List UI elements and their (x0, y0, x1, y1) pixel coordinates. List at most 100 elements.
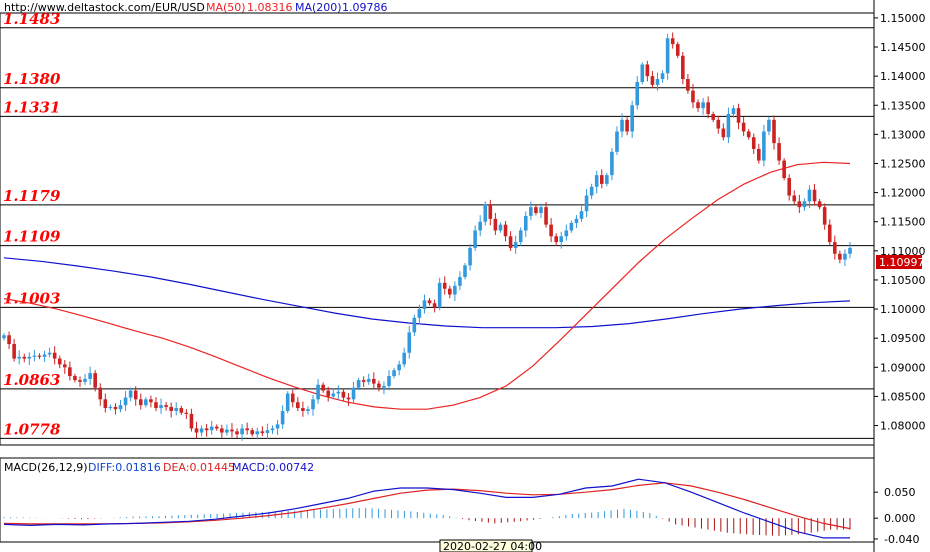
ma50-label: MA(50) (206, 1, 246, 14)
candle-body (827, 224, 832, 243)
candle-body (387, 376, 391, 386)
candle-body (787, 178, 792, 196)
candle-body (331, 393, 336, 397)
candle-body (98, 387, 103, 400)
candle-body (833, 242, 837, 254)
candle-body (301, 408, 305, 411)
candle-body (432, 303, 437, 308)
candle-body (529, 207, 533, 216)
candle-body (17, 356, 21, 359)
price-tick-label: 1.13500 (880, 99, 926, 112)
candle-body (88, 373, 92, 379)
candle-body (144, 399, 148, 406)
candle-body (199, 428, 204, 433)
macd-panel[interactable] (0, 457, 875, 543)
candle-body (138, 399, 143, 406)
candle-body (169, 406, 173, 411)
candle-body (230, 429, 234, 432)
macd-diff-label: DIFF:0.01816 (88, 461, 161, 474)
candle-body (655, 79, 660, 85)
price-tick-label: 1.09500 (880, 332, 926, 345)
candle-body (255, 431, 260, 435)
macd-diff-line (3, 478, 850, 539)
candle-body (589, 186, 594, 196)
candle-body (838, 253, 842, 260)
candle-body (569, 222, 574, 231)
price-tick-label: 1.14000 (880, 70, 926, 83)
candle-body (686, 79, 690, 91)
level-label: 1.1380 (3, 70, 61, 88)
candle-body (691, 90, 695, 103)
candle-body (564, 230, 569, 237)
candle-body (711, 113, 716, 120)
candle-body (584, 195, 589, 212)
candle-body (640, 64, 645, 82)
candle-body (599, 175, 604, 184)
candle-body (133, 390, 138, 400)
price-panel[interactable] (0, 12, 875, 446)
candle-body (422, 300, 427, 310)
candle-body (296, 402, 300, 409)
ma200-path (3, 257, 851, 329)
candle-body (356, 380, 361, 388)
candle-body (620, 119, 624, 132)
price-tick-label: 1.13000 (880, 128, 926, 141)
candle-body (417, 309, 422, 318)
candle-body (594, 175, 599, 187)
candle-body (721, 128, 726, 138)
price-tick-label: 1.14500 (880, 41, 926, 54)
candle-body (802, 201, 807, 208)
candle-body (118, 405, 123, 410)
candle-body (103, 399, 108, 409)
candle-body (392, 370, 396, 377)
price-tick-label: 1.09000 (880, 361, 926, 374)
candle-body (280, 410, 285, 425)
candle-body (513, 242, 518, 248)
candle-body (630, 105, 634, 132)
ma200-label: MA(200) (295, 1, 342, 14)
candle-body (782, 160, 786, 179)
candle-body (635, 81, 640, 106)
candle-body (189, 413, 194, 429)
site-url[interactable]: http://www.deltastock.com/ (4, 1, 155, 14)
candle-body (52, 352, 57, 359)
price-tick-label: 1.12500 (880, 157, 926, 170)
candle-body (321, 384, 325, 391)
candle-body (670, 38, 675, 45)
candle-body (442, 282, 447, 289)
candle-body (523, 215, 528, 231)
price-tick-label: 1.08000 (880, 420, 926, 433)
candle-body (164, 405, 168, 407)
candle-body (605, 175, 609, 184)
current-price-tag (876, 255, 922, 269)
candle-body (767, 119, 771, 132)
candle-body (412, 317, 417, 333)
ma50-path (3, 161, 851, 410)
candle-body (57, 358, 62, 365)
candle-body (706, 102, 710, 114)
candle-body (27, 356, 32, 359)
candle-body (696, 102, 700, 109)
macd-dea-label: DEA:0.01445 (163, 461, 235, 474)
candle-body (341, 391, 346, 398)
current-price-value: 1.10997 (879, 256, 925, 269)
candle-body (493, 218, 498, 231)
candlesticks (2, 32, 852, 441)
candle-body (62, 364, 67, 368)
candle-body (559, 236, 564, 243)
price-tick-label: 1.10000 (880, 303, 926, 316)
candle-body (397, 364, 401, 371)
candle-body (108, 406, 113, 409)
candle-body (361, 380, 366, 382)
price-tick-label: 1.11500 (880, 216, 926, 229)
candle-body (113, 406, 118, 410)
price-axis[interactable]: 1.15000 1.14500 1.14000 1.13500 1.13000 1.125… (874, 12, 926, 433)
candle-body (149, 399, 153, 403)
price-tick-label: 1.08500 (880, 390, 926, 403)
candle-body (7, 335, 11, 345)
candle-body (549, 224, 553, 237)
candle-body (498, 224, 503, 231)
candle-body (2, 335, 6, 339)
candle-body (93, 373, 97, 388)
candle-body (615, 131, 619, 152)
